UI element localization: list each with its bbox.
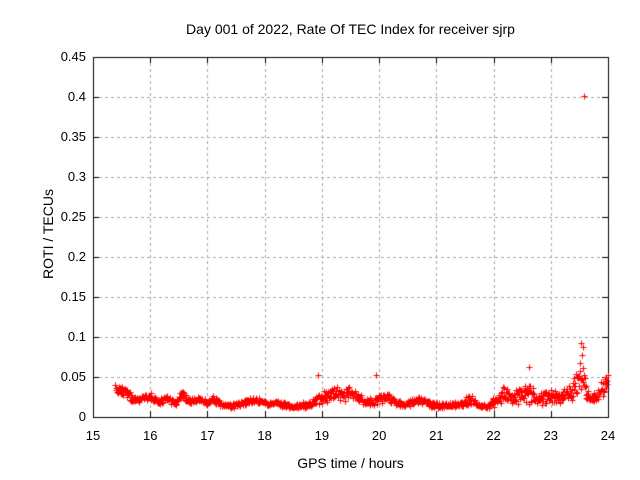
- x-tick-label: 15: [85, 428, 101, 443]
- y-tick-label: 0: [78, 409, 86, 424]
- x-tick-label: 18: [257, 428, 272, 443]
- x-tick-label: 22: [486, 428, 501, 443]
- x-tick-label: 23: [543, 428, 558, 443]
- x-tick-label: 20: [371, 428, 387, 443]
- x-axis-label: GPS time / hours: [297, 455, 404, 471]
- y-tick-label: 0.25: [60, 209, 86, 224]
- y-tick-label: 0.05: [60, 369, 86, 384]
- x-tick-label: 24: [600, 428, 616, 443]
- y-tick-label: 0.15: [60, 289, 86, 304]
- y-tick-label: 0.4: [67, 89, 86, 104]
- y-tick-label: 0.2: [67, 249, 86, 264]
- x-tick-label: 16: [142, 428, 158, 443]
- y-tick-label: 0.1: [67, 329, 86, 344]
- x-tick-label: 19: [314, 428, 330, 443]
- y-tick-label: 0.35: [60, 129, 86, 144]
- chart-title: Day 001 of 2022, Rate Of TEC Index for r…: [186, 21, 515, 37]
- y-tick-label: 0.3: [67, 169, 86, 184]
- x-tick-label: 17: [200, 428, 215, 443]
- x-tick-label: 21: [429, 428, 444, 443]
- y-tick-label: 0.45: [60, 49, 86, 64]
